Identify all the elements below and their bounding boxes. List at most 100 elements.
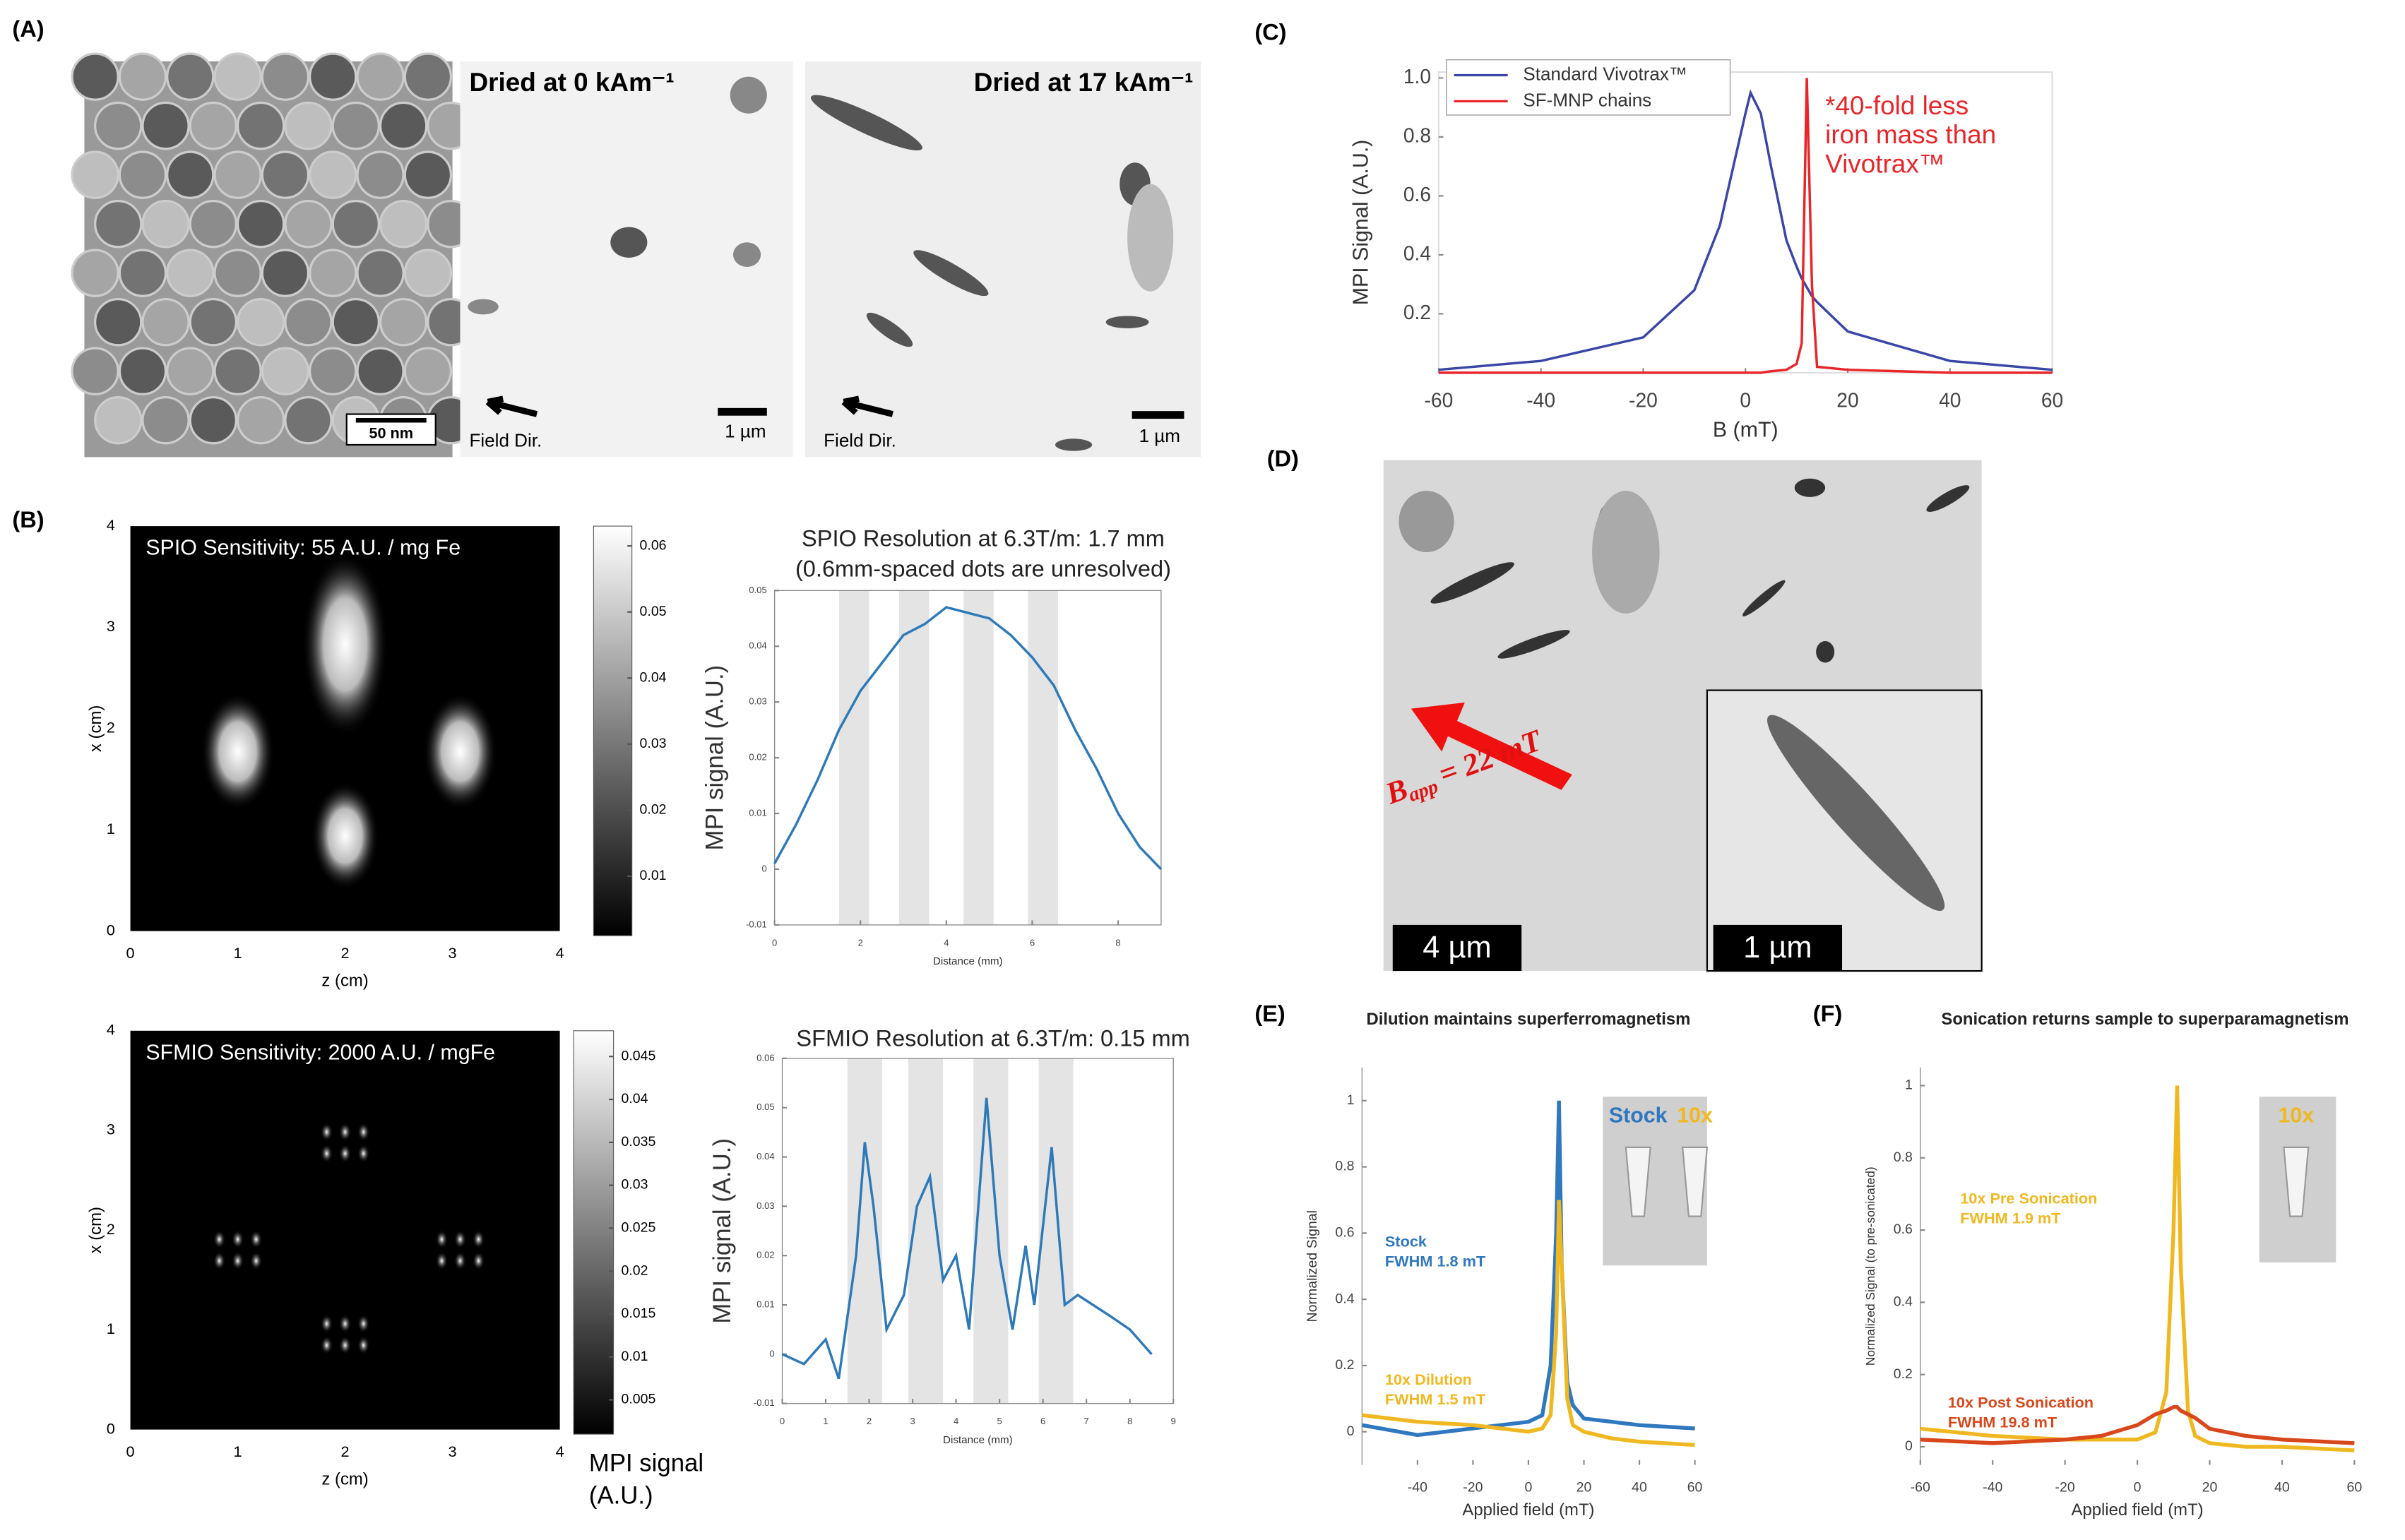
scale-label: 1 µm — [1139, 425, 1180, 446]
particle — [309, 249, 357, 297]
particle — [118, 150, 167, 199]
y-tick-label: 1.0 — [1403, 65, 1431, 88]
particle — [261, 150, 310, 199]
y-tick-label: 0.05 — [749, 585, 766, 595]
x-tick-label: 1 — [823, 1416, 828, 1426]
colorbar-tick-label: 0.03 — [621, 1177, 648, 1193]
particle — [141, 395, 190, 445]
scale-box — [1713, 924, 1843, 972]
x-axis-label: Distance (mm) — [943, 1434, 1013, 1446]
hot-spot — [249, 1251, 263, 1270]
hot-spot — [320, 1336, 333, 1355]
particles — [71, 52, 475, 445]
annotation: *40-fold less — [1825, 91, 1968, 120]
y-tick-label: 0.4 — [1894, 1294, 1913, 1310]
particle — [71, 347, 119, 395]
heatmap-title: SPIO Sensitivity: 55 A.U. / mg Fe — [146, 536, 461, 560]
hot-spot — [213, 1230, 226, 1249]
y-axis-label: x (cm) — [86, 1207, 105, 1253]
y-tick-label: 1 — [107, 1320, 115, 1337]
chain — [1767, 715, 1945, 912]
x-tick-label: 60 — [2041, 389, 2063, 412]
x-tick-label: 40 — [1939, 389, 1961, 412]
series-line — [781, 1097, 1153, 1380]
hot-spot — [231, 1251, 244, 1270]
particle — [189, 101, 238, 150]
x-tick-label: 4 — [556, 1443, 564, 1460]
particle — [94, 297, 143, 347]
hot-spot — [435, 1251, 449, 1270]
y-tick-label: -0.01 — [746, 919, 767, 929]
colorbar-tick-label: 0.035 — [621, 1134, 655, 1150]
series-line — [1438, 78, 2053, 374]
particle — [213, 347, 262, 395]
particle — [236, 101, 285, 150]
shaded-band — [838, 590, 869, 925]
hot-spot — [435, 1230, 449, 1249]
y-tick-label: 3 — [107, 617, 115, 635]
colorbar — [593, 525, 633, 936]
y-tick-label: 0.6 — [1894, 1222, 1913, 1237]
y-tick-label: 0.02 — [749, 752, 766, 763]
y-tick-label: 0.04 — [749, 640, 766, 651]
particle — [189, 297, 238, 347]
hot-spot — [213, 1251, 226, 1270]
shaded-band — [963, 590, 994, 925]
x-tick-label: 8 — [1115, 937, 1120, 948]
shaded-band — [973, 1058, 1009, 1404]
hot-spot — [320, 1123, 333, 1142]
x-axis-label: z (cm) — [321, 972, 368, 991]
chart-title: SPIO Resolution at 6.3T/m: 1.7 mm — [802, 525, 1165, 551]
axes-box — [781, 1058, 1174, 1404]
particle — [284, 199, 333, 249]
hot-spot — [338, 1336, 352, 1355]
particle — [356, 347, 405, 395]
particle — [403, 249, 453, 297]
x-tick-label: 0 — [1525, 1479, 1533, 1495]
inset-label: Stock — [1609, 1103, 1668, 1127]
y-tick-label: 0.03 — [756, 1200, 774, 1211]
colorbar-tick-label: 0.015 — [621, 1306, 655, 1321]
x-tick-label: 0 — [126, 1443, 135, 1460]
panel-label: (F) — [1813, 1001, 1843, 1027]
field-label: Field Dir. — [469, 430, 542, 451]
y-tick-label: 0.2 — [1335, 1357, 1354, 1373]
particle — [331, 297, 381, 347]
particle — [94, 395, 143, 445]
hot-spot — [201, 693, 275, 810]
particle — [356, 150, 405, 199]
legend-label: SF-MNP chains — [1523, 89, 1651, 110]
x-tick-label: -20 — [1629, 389, 1658, 412]
y-tick-label: 0 — [1905, 1438, 1913, 1454]
hot-spot — [320, 1144, 333, 1163]
hot-spot — [357, 1123, 370, 1142]
particle — [284, 297, 333, 347]
scale-label: 4 µm — [1423, 931, 1491, 965]
x-tick-label: 6 — [1040, 1416, 1045, 1426]
y-tick-label: 2 — [107, 719, 115, 736]
scale-label: 1 µm — [725, 420, 766, 441]
x-axis-label: B (mT) — [1713, 417, 1778, 441]
particle — [356, 52, 405, 101]
y-tick-label: 1 — [107, 820, 115, 837]
particle — [379, 297, 428, 347]
particle — [94, 101, 143, 150]
hot-spot — [423, 693, 497, 810]
panel-label: (D) — [1267, 446, 1299, 471]
particle — [189, 395, 238, 445]
x-tick-label: 9 — [1171, 1416, 1176, 1426]
panel-label: (C) — [1254, 19, 1286, 44]
field-label: Field Dir. — [824, 430, 896, 451]
y-tick-label: 1 — [1347, 1092, 1355, 1108]
x-tick-label: 6 — [1030, 937, 1035, 948]
particle — [213, 249, 262, 297]
x-tick-label: 7 — [1084, 1416, 1089, 1426]
panel-label: (A) — [12, 16, 44, 42]
series-line — [1920, 1405, 2355, 1445]
x-axis-label: z (cm) — [321, 1470, 368, 1489]
y-tick-label: 0 — [769, 1348, 774, 1359]
image-caption: Dried at 17 kAm⁻¹ — [974, 68, 1194, 97]
x-tick-label: 0 — [2134, 1479, 2142, 1495]
hot-spot — [302, 552, 388, 736]
